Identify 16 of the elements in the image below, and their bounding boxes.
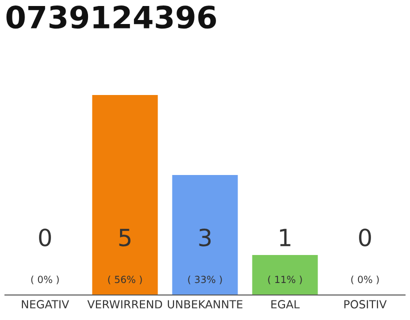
annotation: ( 33% ) (188, 276, 222, 284)
x-tick-label: NEGATIV (22, 300, 70, 308)
data-label: 5 (119, 228, 130, 246)
annotation: ( 0% ) (31, 276, 59, 284)
chart-title: 0739124396 (6, 6, 216, 29)
x-tick-label: UNBEKANNTE (168, 300, 242, 308)
data-label: 0 (359, 228, 371, 246)
data-label: 1 (280, 228, 290, 246)
data-label: 0 (39, 228, 51, 246)
data-label: 3 (199, 228, 211, 246)
annotation: ( 11% ) (268, 276, 302, 284)
x-tick-label: POSITIV (344, 300, 387, 308)
x-tick-label: EGAL (271, 300, 300, 308)
x-tick-label: VERWIRREND (87, 300, 162, 308)
annotation: ( 0% ) (351, 276, 379, 284)
annotation: ( 56% ) (108, 276, 142, 284)
